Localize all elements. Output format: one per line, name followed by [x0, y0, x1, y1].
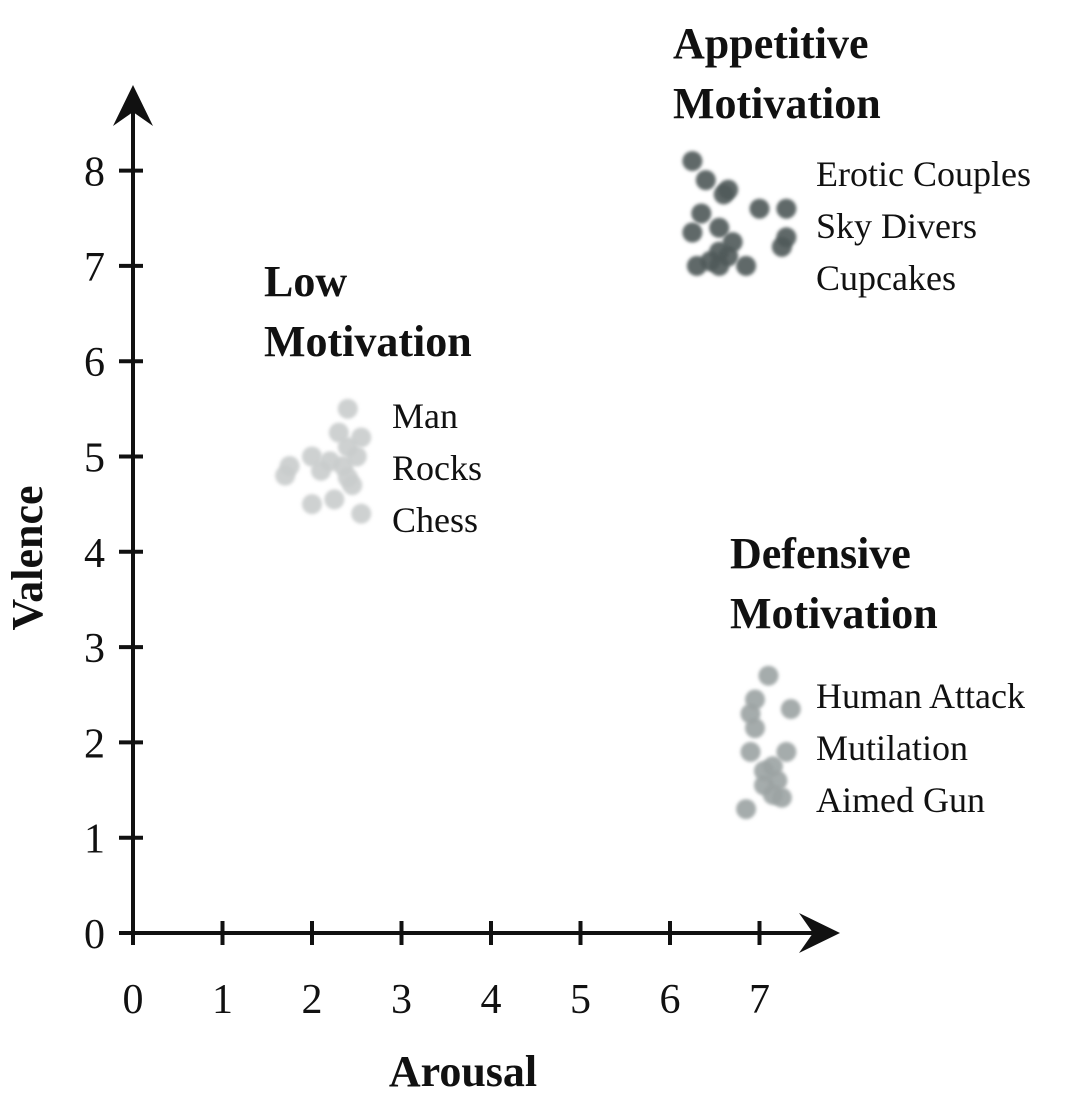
data-point: [709, 255, 730, 276]
item-label: Chess: [392, 500, 478, 540]
point-group: [275, 398, 372, 524]
data-point: [780, 699, 801, 720]
data-point: [745, 718, 766, 739]
data-point: [749, 198, 770, 219]
data-point: [740, 741, 761, 762]
data-point: [691, 203, 712, 224]
data-point: [342, 475, 363, 496]
x-tick-label: 6: [660, 977, 681, 1023]
point-group: [736, 665, 801, 820]
group-title-appetitive-line2: Motivation: [673, 79, 881, 128]
item-label: Sky Divers: [816, 206, 977, 246]
x-tick-label: 4: [481, 977, 502, 1023]
x-tick-label: 3: [391, 977, 412, 1023]
data-points: [275, 151, 801, 820]
data-point: [771, 787, 792, 808]
data-point: [736, 255, 757, 276]
axis-ticks: 0 1 2 3 4 5 6 7 0 1 2 3 4 5 6 7 8: [84, 150, 770, 1023]
x-tick-label: 0: [123, 977, 144, 1023]
x-tick-label: 2: [302, 977, 323, 1023]
y-tick-label: 2: [84, 721, 105, 767]
item-label: Cupcakes: [816, 258, 956, 298]
group-annotations: Appetitive Motivation Erotic Couples Sky…: [264, 19, 1031, 820]
x-tick-label: 1: [212, 977, 233, 1023]
group-title-appetitive: Appetitive: [673, 19, 869, 68]
item-label: Aimed Gun: [816, 780, 985, 820]
y-axis-arrow: [113, 85, 153, 126]
group-title-defensive-line2: Motivation: [730, 589, 938, 638]
data-point: [302, 446, 322, 467]
item-label: Rocks: [392, 448, 482, 488]
x-axis-title: Arousal: [389, 1047, 537, 1094]
y-tick-label: 3: [84, 626, 105, 672]
data-point: [686, 255, 707, 276]
data-point: [709, 217, 730, 238]
data-point: [682, 222, 703, 243]
data-point: [776, 741, 797, 762]
data-point: [328, 422, 349, 443]
y-tick-label: 4: [84, 531, 105, 577]
y-tick-label: 0: [84, 912, 105, 958]
item-label: Human Attack: [816, 676, 1025, 716]
y-tick-label: 7: [84, 245, 105, 291]
y-tick-label: 1: [84, 817, 105, 863]
data-point: [682, 151, 703, 172]
group-title-defensive: Defensive: [730, 529, 911, 578]
data-point: [758, 665, 779, 686]
group-title-low: Low: [264, 257, 347, 306]
y-tick-label: 6: [84, 340, 105, 386]
data-point: [736, 799, 757, 820]
item-label: Erotic Couples: [816, 154, 1031, 194]
item-label: Mutilation: [816, 728, 968, 768]
y-tick-label: 8: [84, 150, 105, 196]
data-point: [310, 460, 331, 481]
y-axis-title: Valence: [3, 485, 52, 630]
x-tick-label: 7: [749, 977, 770, 1023]
x-axis-arrow: [799, 913, 840, 953]
data-point: [337, 398, 358, 419]
data-point: [771, 236, 792, 257]
data-point: [776, 198, 797, 219]
data-point: [351, 503, 372, 524]
data-point: [324, 489, 345, 510]
x-tick-label: 5: [570, 977, 591, 1023]
data-point: [302, 494, 322, 515]
item-label: Man: [392, 396, 458, 436]
data-point: [718, 179, 739, 200]
y-tick-label: 5: [84, 436, 105, 482]
data-point: [275, 465, 296, 486]
data-point: [695, 170, 716, 191]
group-title-low-line2: Motivation: [264, 317, 472, 366]
point-group: [682, 151, 797, 276]
